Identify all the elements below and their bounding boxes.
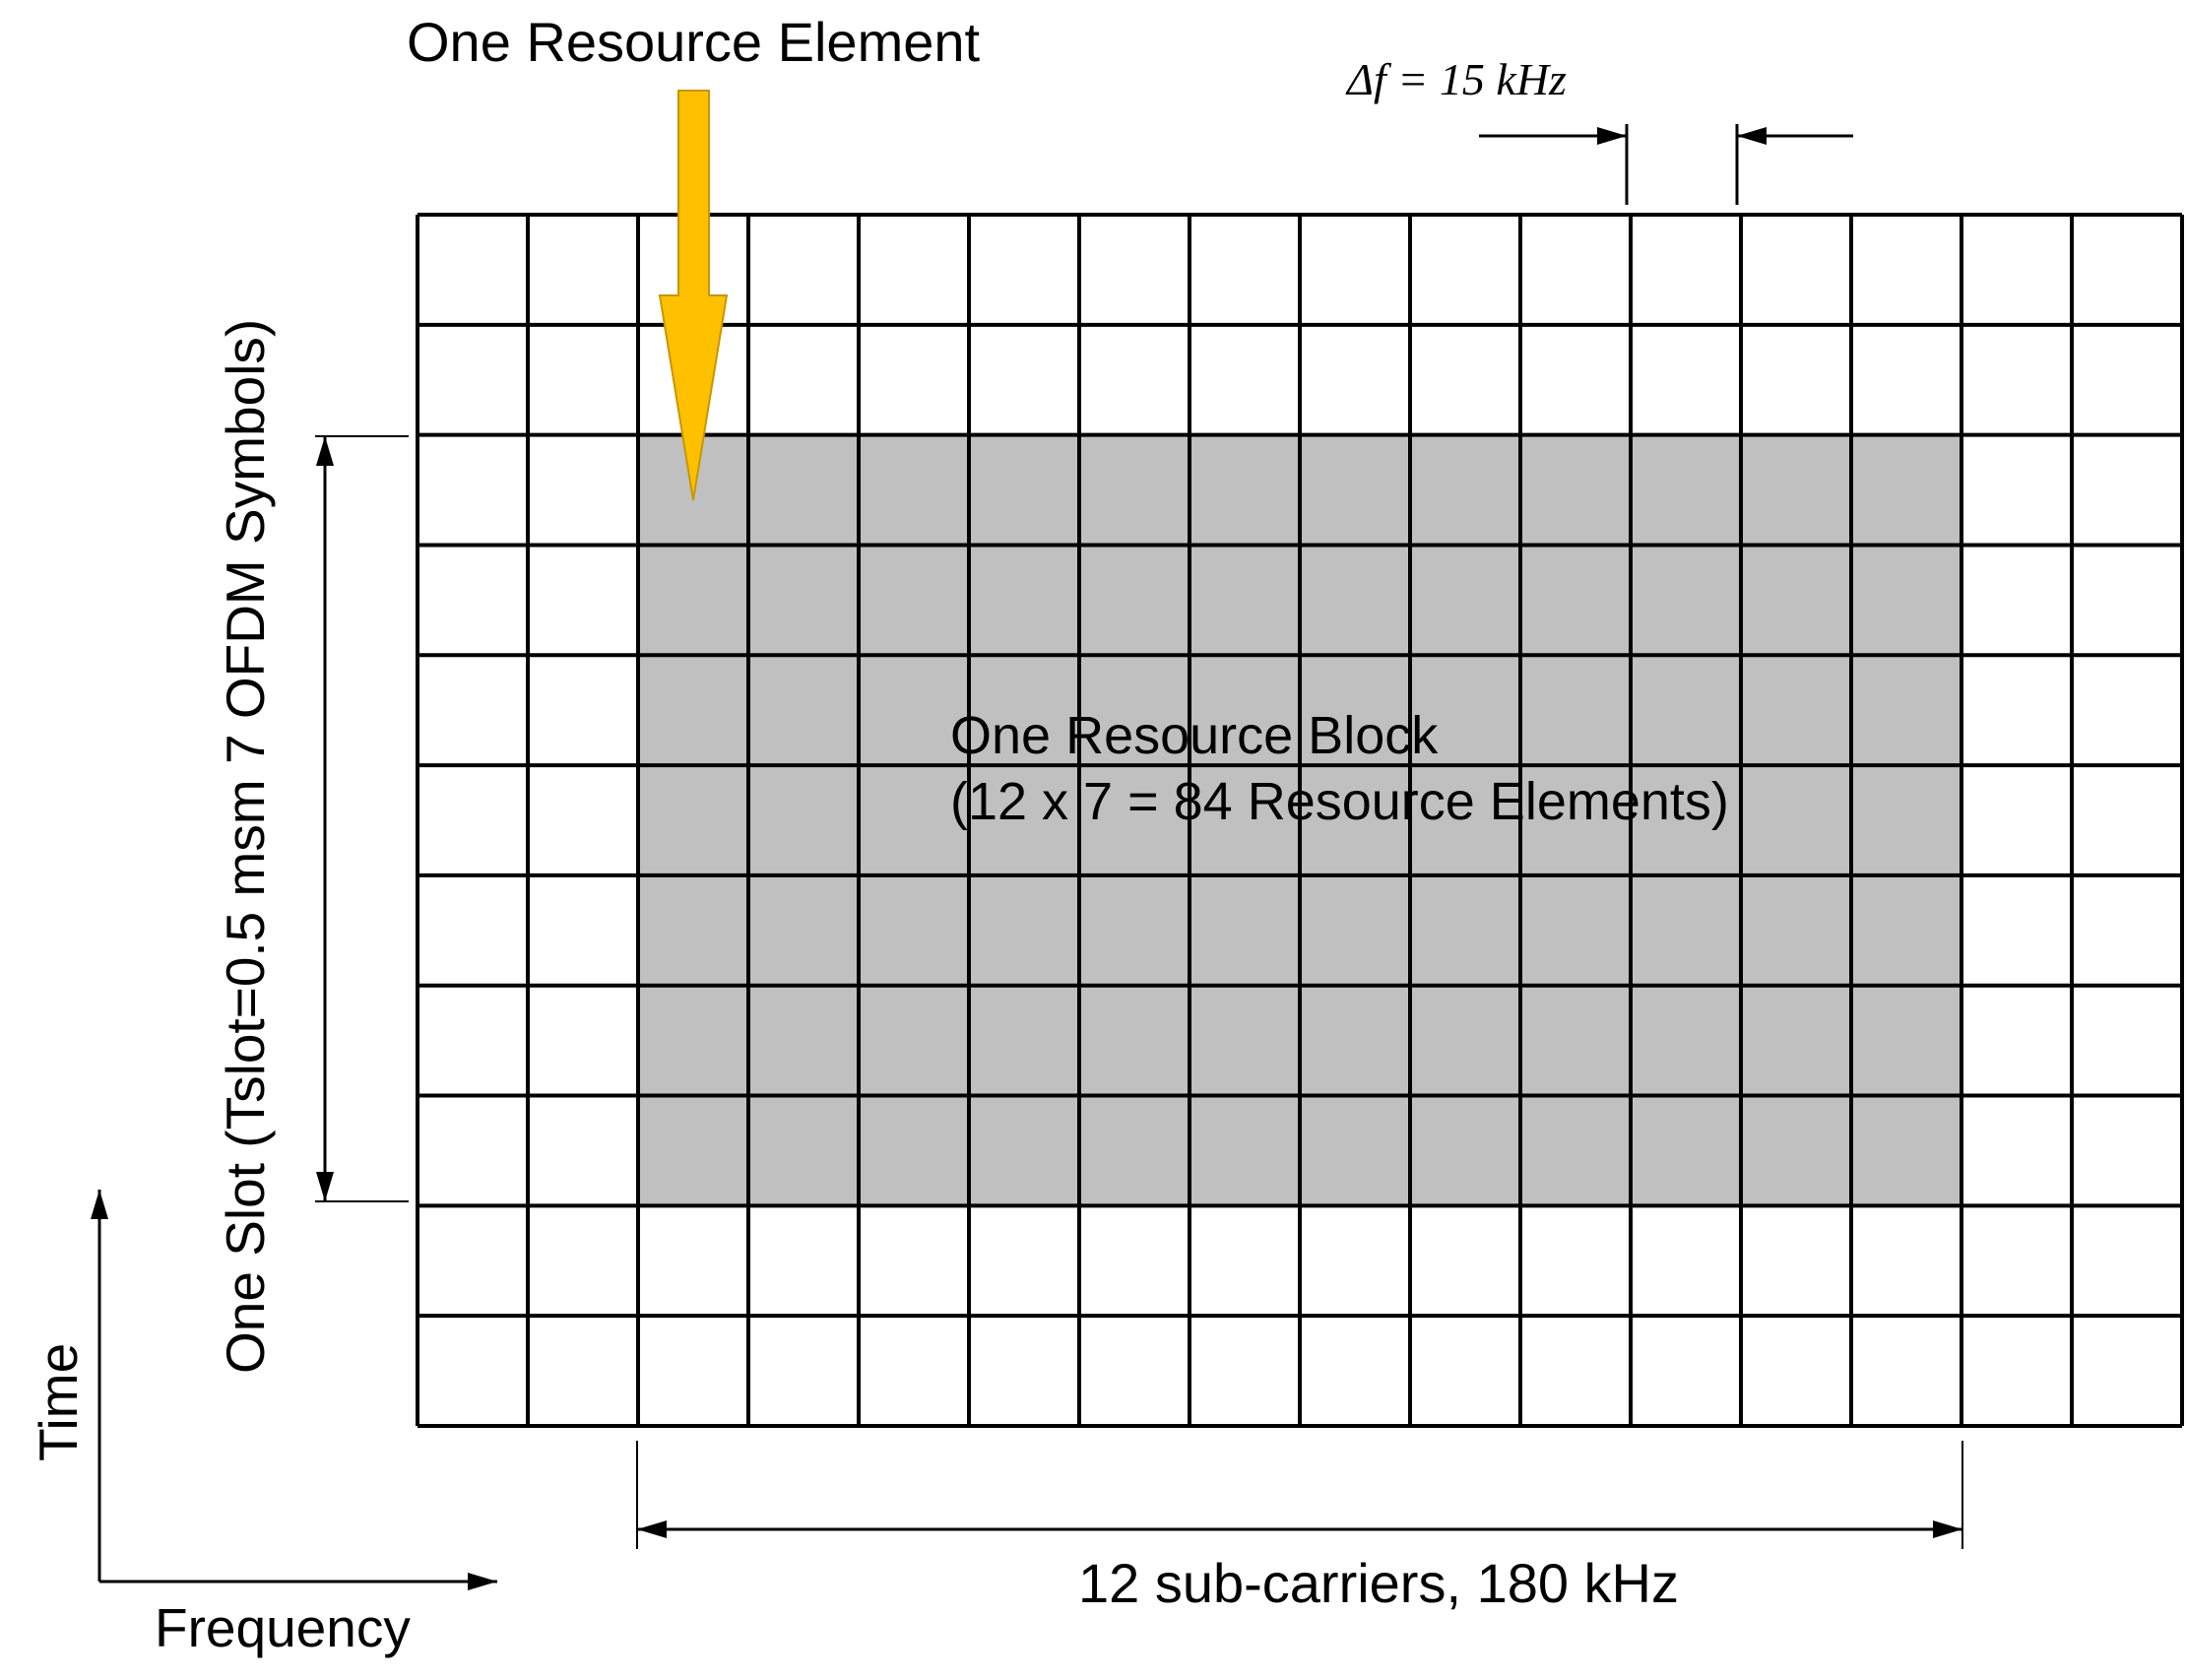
- resource-block-label-line2: (12 x 7 = 84 Resource Elements): [950, 772, 1729, 831]
- subcarriers-label: 12 sub-carriers, 180 kHz: [1078, 1552, 1679, 1614]
- subcarrier-spacing-label: Δf = 15 kHz: [1345, 54, 1567, 104]
- frequency-axis-label: Frequency: [155, 1597, 411, 1658]
- slot-label: One Slot (Tslot=0.5 msm 7 OFDM Symbols): [215, 319, 276, 1374]
- time-axis-label: Time: [28, 1343, 89, 1461]
- resource-grid: [416, 213, 2184, 1428]
- resource-block-label-line1: One Resource Block: [950, 706, 1439, 765]
- resource-element-label: One Resource Element: [407, 11, 981, 73]
- resource-element-pointer-arrow: [658, 90, 729, 501]
